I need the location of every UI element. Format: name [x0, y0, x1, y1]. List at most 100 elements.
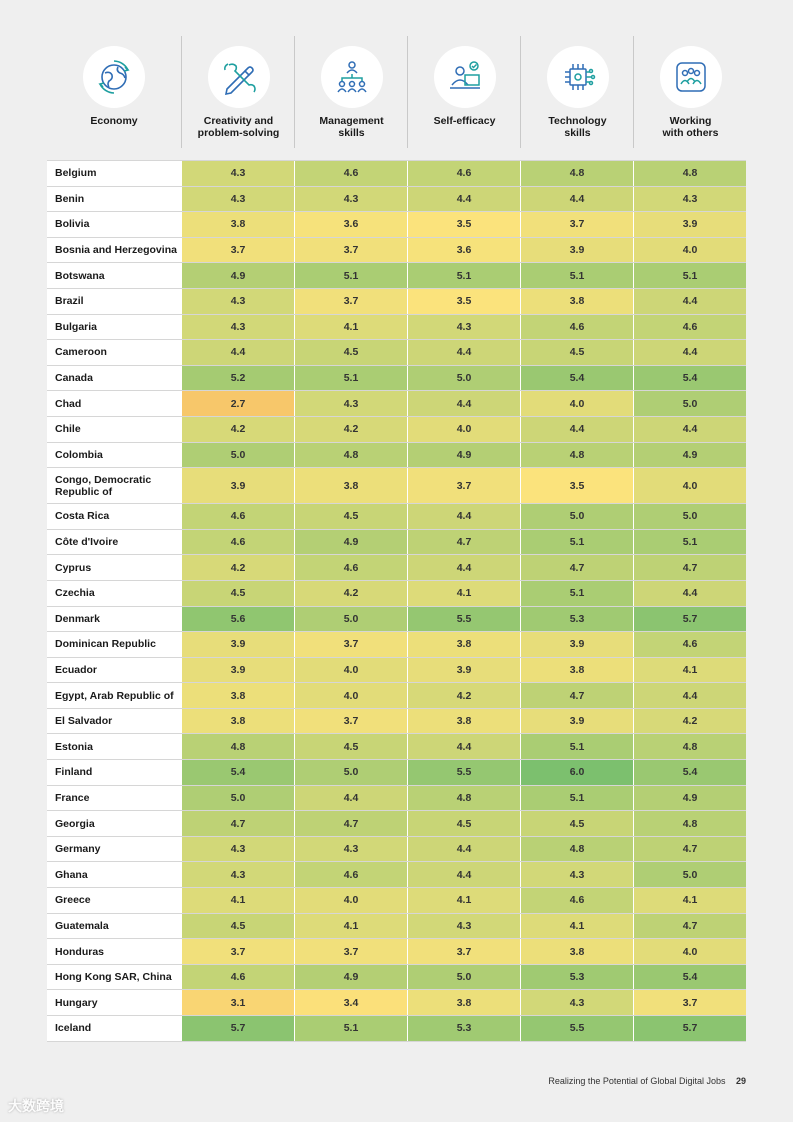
economy-name: Honduras [47, 939, 181, 964]
economy-name: Hungary [47, 990, 181, 1015]
score-cell: 4.3 [294, 391, 407, 416]
score-cell: 4.4 [407, 391, 520, 416]
score-cell: 3.1 [181, 990, 294, 1015]
score-cell: 3.7 [407, 468, 520, 504]
chip-icon [546, 46, 609, 108]
table-row: Costa Rica 4.6 4.5 4.4 5.0 5.0 [47, 503, 746, 529]
score-cell: 4.2 [294, 416, 407, 442]
score-cell: 4.3 [633, 186, 746, 212]
score-cell: 4.4 [407, 504, 520, 529]
table-row: Ghana 4.3 4.6 4.4 4.3 5.0 [47, 861, 746, 888]
page-footer: Realizing the Potential of Global Digita… [548, 1076, 746, 1086]
score-cell: 4.0 [407, 416, 520, 442]
score-cell: 5.6 [181, 606, 294, 632]
score-cell: 4.8 [407, 785, 520, 811]
economy-name: Germany [47, 836, 181, 862]
score-cell: 4.6 [520, 314, 633, 340]
score-cell: 5.4 [633, 365, 746, 391]
economy-name: Benin [47, 186, 181, 212]
score-cell: 4.3 [181, 288, 294, 314]
score-cell: 3.9 [520, 632, 633, 657]
score-cell: 5.1 [520, 580, 633, 606]
score-cell: 4.0 [520, 391, 633, 416]
score-cell: 5.1 [520, 734, 633, 760]
score-cell: 4.1 [633, 657, 746, 683]
score-cell: 4.8 [520, 442, 633, 468]
table-row: Chad 2.7 4.3 4.4 4.0 5.0 [47, 390, 746, 416]
score-cell: 4.5 [181, 913, 294, 939]
score-cell: 4.9 [181, 263, 294, 288]
score-cell: 4.8 [520, 836, 633, 862]
header-economy: Economy [47, 36, 181, 148]
score-cell: 3.8 [294, 468, 407, 504]
economy-name: Canada [47, 365, 181, 391]
score-cell: 5.0 [181, 442, 294, 468]
score-cell: 4.1 [294, 314, 407, 340]
watermark-logo: 大数跨境 [8, 1098, 64, 1114]
score-cell: 4.5 [294, 504, 407, 529]
table-row: Colombia 5.0 4.8 4.9 4.8 4.9 [47, 441, 746, 468]
tools-pencil-icon [207, 46, 270, 108]
table-row: Cyprus 4.2 4.6 4.4 4.7 4.7 [47, 554, 746, 580]
score-cell: 3.9 [633, 212, 746, 237]
score-cell: 4.9 [407, 442, 520, 468]
economy-name: Costa Rica [47, 504, 181, 529]
score-cell: 5.0 [633, 391, 746, 416]
score-cell: 6.0 [520, 760, 633, 785]
score-cell: 4.4 [633, 416, 746, 442]
score-cell: 4.3 [181, 836, 294, 862]
economy-name: Belgium [47, 161, 181, 186]
score-cell: 4.9 [294, 529, 407, 555]
score-cell: 4.5 [294, 734, 407, 760]
score-cell: 3.6 [407, 237, 520, 263]
score-cell: 4.6 [181, 964, 294, 990]
table-row: Bosnia and Herzegovina 3.7 3.7 3.6 3.9 4.0 [47, 236, 746, 263]
score-cell: 5.3 [407, 1016, 520, 1041]
score-cell: 4.0 [294, 683, 407, 708]
economy-name: Czechia [47, 580, 181, 606]
score-cell: 4.4 [407, 836, 520, 862]
table-row: Congo, Democratic Republic of 3.9 3.8 3.7 3.… [47, 467, 746, 504]
table-row: Iceland 5.7 5.1 5.3 5.5 5.7 [47, 1015, 746, 1042]
table-row: Canada 5.2 5.1 5.0 5.4 5.4 [47, 364, 746, 391]
score-cell: 3.7 [520, 212, 633, 237]
economy-name: Cyprus [47, 555, 181, 580]
economy-name: Greece [47, 888, 181, 913]
score-cell: 5.0 [294, 606, 407, 632]
economy-name: Bulgaria [47, 314, 181, 340]
score-cell: 5.4 [181, 760, 294, 785]
score-cell: 5.4 [633, 760, 746, 785]
table-row: Cameroon 4.4 4.5 4.4 4.5 4.4 [47, 339, 746, 365]
score-cell: 3.9 [181, 632, 294, 657]
score-cell: 5.1 [520, 529, 633, 555]
score-cell: 3.7 [294, 237, 407, 263]
table-row: Denmark 5.6 5.0 5.5 5.3 5.7 [47, 605, 746, 632]
score-cell: 3.5 [520, 468, 633, 504]
team-hierarchy-icon [320, 46, 383, 108]
economy-name: Egypt, Arab Republic of [47, 683, 181, 708]
score-cell: 5.2 [181, 365, 294, 391]
economy-name: Brazil [47, 288, 181, 314]
economy-name: Ghana [47, 862, 181, 888]
score-cell: 5.5 [407, 760, 520, 785]
economy-name: Colombia [47, 442, 181, 468]
score-cell: 5.0 [181, 785, 294, 811]
score-cell: 5.4 [520, 365, 633, 391]
score-cell: 3.7 [181, 939, 294, 964]
table-row: Finland 5.4 5.0 5.5 6.0 5.4 [47, 759, 746, 785]
score-cell: 4.7 [407, 529, 520, 555]
table-row: Côte d'Ivoire 4.6 4.9 4.7 5.1 5.1 [47, 528, 746, 555]
score-cell: 3.7 [294, 939, 407, 964]
score-cell: 4.6 [294, 555, 407, 580]
table-row: El Salvador 3.8 3.7 3.8 3.9 4.2 [47, 707, 746, 734]
score-cell: 3.8 [181, 683, 294, 708]
economy-name: Guatemala [47, 913, 181, 939]
score-cell: 4.9 [294, 964, 407, 990]
score-cell: 3.5 [407, 288, 520, 314]
score-cell: 5.1 [633, 529, 746, 555]
table-row: Germany 4.3 4.3 4.4 4.8 4.7 [47, 835, 746, 862]
header-self-efficacy: Self-efficacy [407, 36, 521, 148]
score-cell: 5.1 [407, 263, 520, 288]
economy-name: Estonia [47, 734, 181, 760]
table-row: Botswana 4.9 5.1 5.1 5.1 5.1 [47, 262, 746, 288]
